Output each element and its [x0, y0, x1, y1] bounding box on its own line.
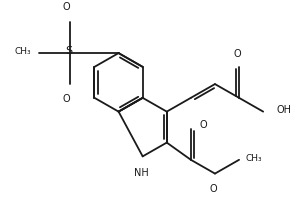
Text: CH₃: CH₃ — [14, 47, 31, 56]
Text: CH₃: CH₃ — [246, 154, 263, 163]
Text: S: S — [65, 46, 72, 56]
Text: NH: NH — [134, 168, 148, 178]
Text: OH: OH — [277, 105, 292, 115]
Text: O: O — [62, 2, 70, 12]
Text: O: O — [200, 120, 207, 130]
Text: O: O — [209, 184, 217, 194]
Text: O: O — [233, 49, 241, 59]
Text: O: O — [62, 94, 70, 104]
